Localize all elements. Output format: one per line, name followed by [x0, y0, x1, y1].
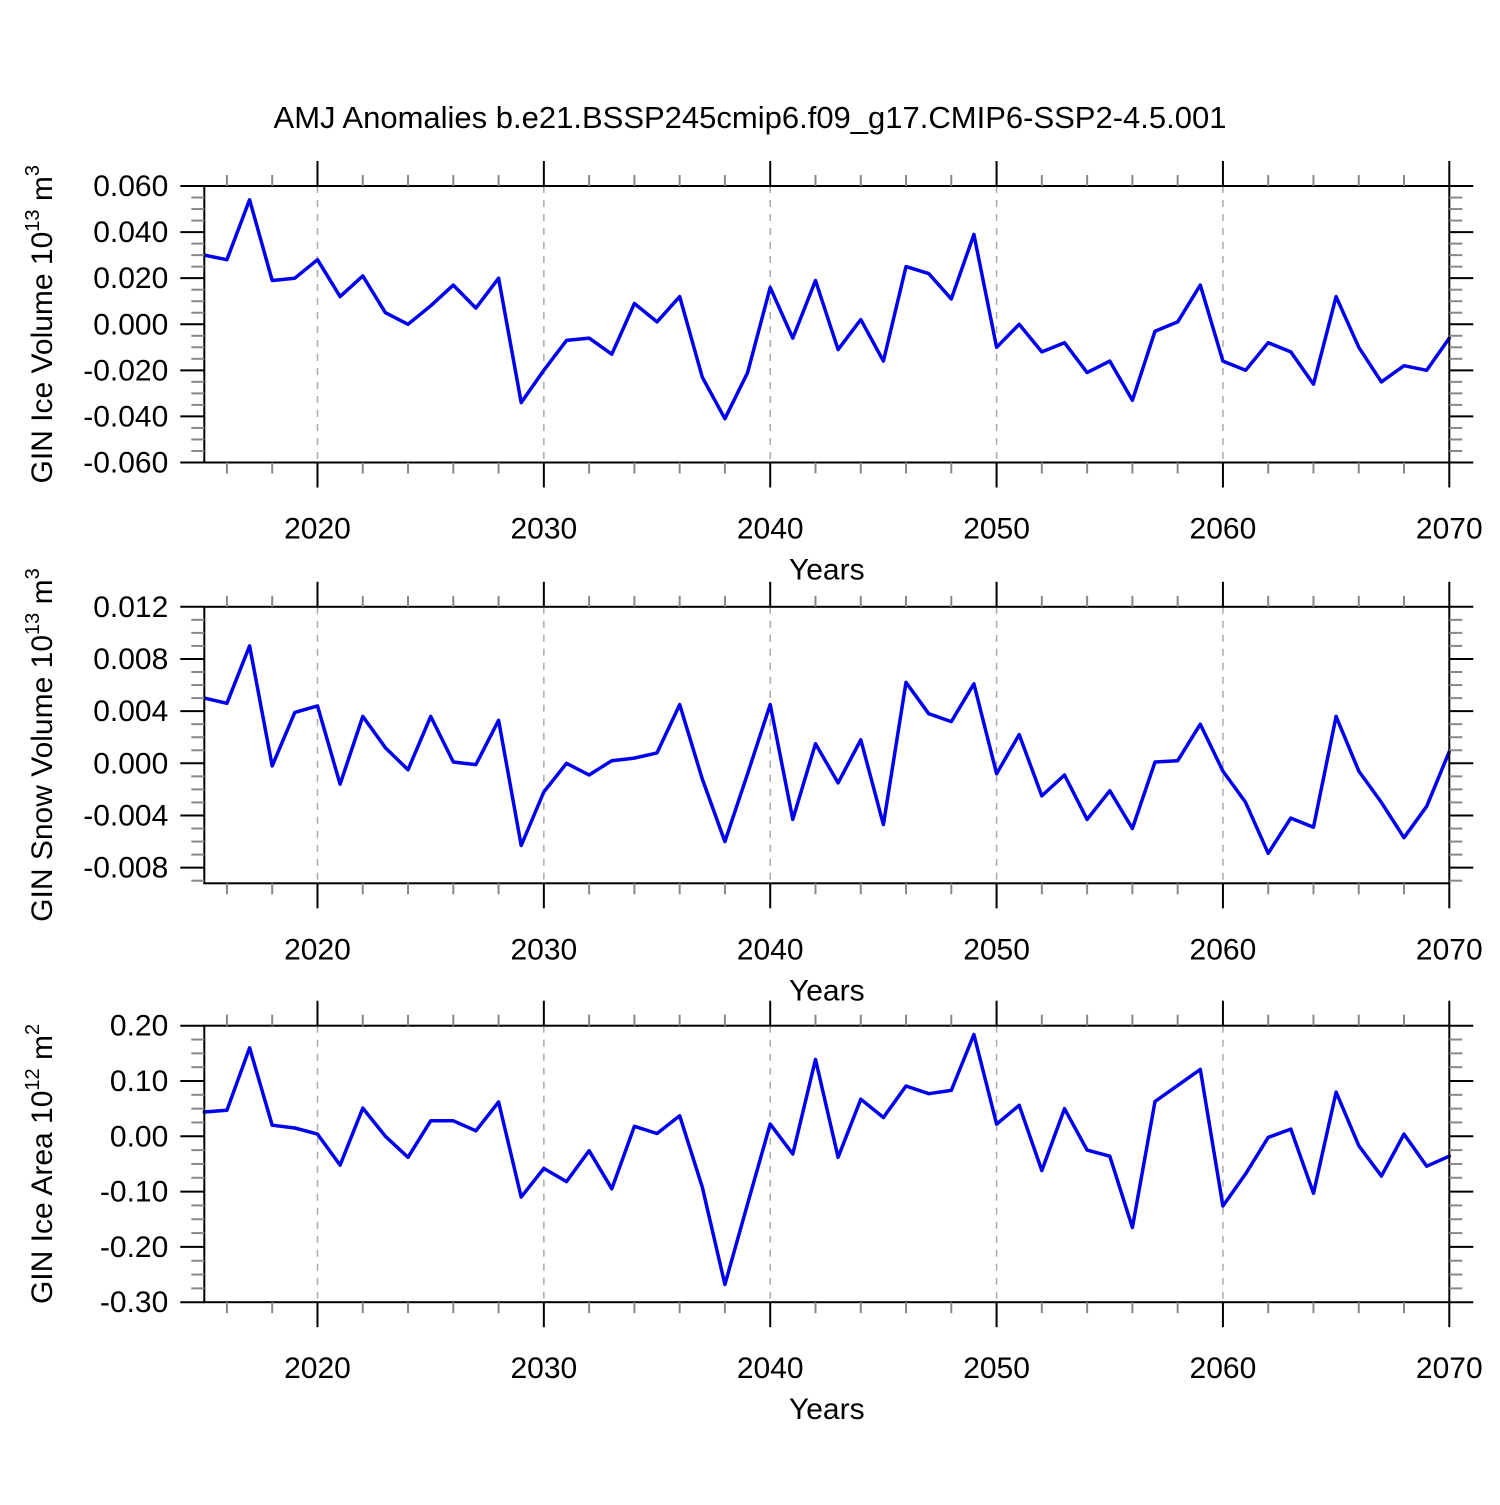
y-tick-label: 0.008	[93, 643, 168, 676]
x-tick-label: 2030	[510, 1352, 577, 1385]
y-tick-label: -0.060	[83, 447, 168, 480]
x-tick-label: 2020	[284, 933, 351, 966]
y-tick-label: 0.040	[93, 216, 168, 249]
x-tick-label: 2070	[1416, 1352, 1483, 1385]
gin-snow-volume-plot: 0.012 0.008 0.004 0.000 -0.004 -0.008 2020 2030…	[22, 568, 1483, 1007]
y-tick-label: 0.10	[110, 1065, 168, 1098]
x-tick-label: 2070	[1416, 513, 1483, 546]
x-axis-title: Years	[789, 974, 865, 1007]
y-axis-title: GIN Snow Volume 1013 m3	[22, 568, 59, 922]
y-tick-label: -0.008	[83, 852, 168, 885]
y-tick-label: 0.004	[93, 695, 168, 728]
gin-ice-area-data-line	[202, 1032, 1452, 1287]
x-tick-label: 2030	[510, 933, 577, 966]
gin-snow-volume-data-line	[202, 644, 1452, 856]
y-tick-label: 0.00	[110, 1120, 168, 1153]
x-tick-label: 2050	[963, 1352, 1030, 1385]
plot-box	[203, 605, 1451, 885]
x-tick-label: 2040	[737, 933, 804, 966]
x-tick-label: 2050	[963, 513, 1030, 546]
x-tick-label: 2040	[737, 513, 804, 546]
plot-box	[203, 185, 1451, 464]
gin-ice-volume-data-line	[202, 198, 1452, 421]
x-tick-label: 2020	[284, 1352, 351, 1385]
x-tick-label: 2060	[1190, 933, 1257, 966]
y-tick-label: 0.000	[93, 308, 168, 341]
x-axis-title: Years	[789, 1393, 865, 1426]
x-tick-label: 2060	[1190, 513, 1257, 546]
y-tick-label: -0.020	[83, 354, 168, 387]
x-tick-label: 2070	[1416, 933, 1483, 966]
y-axis-title: GIN Ice Area 1012 m2	[22, 1024, 59, 1304]
y-tick-label: 0.20	[110, 1010, 168, 1043]
y-tick-label: -0.30	[100, 1286, 168, 1319]
y-tick-label: 0.012	[93, 591, 168, 624]
y-tick-label: 0.060	[93, 170, 168, 203]
y-tick-label: -0.004	[83, 799, 168, 832]
y-tick-label: -0.20	[100, 1231, 168, 1264]
y-axis-title: GIN Ice Volume 1013 m3	[22, 165, 59, 484]
x-tick-label: 2030	[510, 513, 577, 546]
x-tick-label: 2050	[963, 933, 1030, 966]
x-axis-title: Years	[789, 554, 865, 587]
x-tick-label: 2040	[737, 1352, 804, 1385]
x-tick-label: 2020	[284, 513, 351, 546]
figure-title: AMJ Anomalies b.e21.BSSP245cmip6.f09_g17…	[274, 100, 1227, 135]
y-tick-label: -0.10	[100, 1176, 168, 1209]
y-tick-label: -0.040	[83, 400, 168, 433]
plot-box	[203, 1024, 1451, 1304]
gin-ice-area-plot: 0.20 0.10 0.00 -0.10 -0.20 -0.30 2020 2030 2040 2…	[22, 1000, 1483, 1426]
y-tick-label: 0.000	[93, 747, 168, 780]
y-tick-label: 0.020	[93, 262, 168, 295]
x-tick-label: 2060	[1190, 1352, 1257, 1385]
gin-ice-volume-plot: 0.060 0.040 0.020 0.000 -0.020 -0.040 -0.060 20…	[22, 161, 1483, 587]
